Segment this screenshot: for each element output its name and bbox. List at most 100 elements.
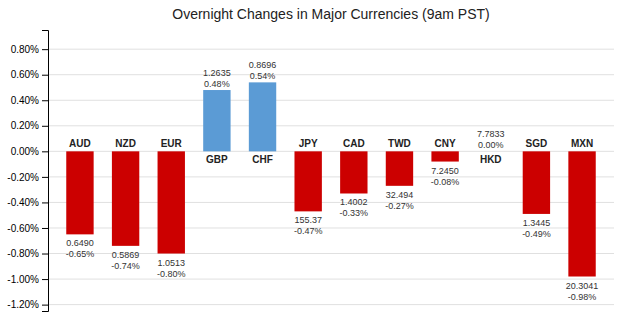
category-label: AUD (69, 138, 91, 149)
y-tick-mark (42, 254, 48, 255)
y-tick-label: -0.20% (7, 172, 39, 183)
bar (477, 151, 504, 152)
y-tick-mark (42, 151, 48, 152)
category-label: CHF (252, 154, 273, 165)
category-label: GBP (206, 154, 228, 165)
rate-label: 1.2635 (203, 68, 231, 78)
data-label: 20.3041-0.98% (566, 281, 599, 302)
grid (48, 49, 614, 304)
data-label: 0.5869-0.74% (111, 250, 140, 271)
y-tick-mark (42, 100, 48, 101)
bar (523, 151, 550, 214)
data-label: 7.2450-0.08% (431, 166, 460, 187)
plot: -1.20% -1.00% -0.80% -0.60% -0.40% -0.20% 0.00… (7, 31, 614, 312)
grid-line (48, 279, 614, 280)
value-label: 0.48% (204, 79, 230, 89)
value-label: -0.80% (157, 269, 186, 279)
rate-label: 20.3041 (566, 281, 599, 291)
y-tick: 0.00% (11, 146, 48, 157)
grid-line (48, 74, 614, 75)
y-tick-label: -0.60% (7, 223, 39, 234)
data-label: 1.3445-0.49% (522, 218, 551, 239)
rate-label: 1.3445 (523, 218, 551, 228)
page-body: {"chart_data": {"type": "bar", "title": … (0, 0, 624, 321)
data-label: 1.4002-0.33% (340, 197, 369, 218)
y-tick-mark (42, 228, 48, 229)
y-tick: -1.00% (7, 274, 48, 285)
category-label: EUR (161, 138, 183, 149)
bar (340, 151, 367, 193)
page: Chart html, body { margin: 0; padding: 0… (0, 0, 624, 321)
value-label: -0.27% (385, 201, 414, 211)
data-label: 0.86960.54% (249, 60, 277, 81)
title: Overnight Changes in Major Currencies (9… (172, 6, 489, 22)
grid-line (48, 49, 614, 50)
y-tick: -0.60% (7, 223, 48, 234)
y-tick: 0.60% (11, 69, 48, 80)
y-tick: -0.20% (7, 172, 48, 183)
y-tick-label: 0.80% (11, 44, 39, 55)
y-axis: -1.20% -1.00% -0.80% -0.60% -0.40% -0.20% 0.00… (7, 31, 48, 312)
data-labels: 0.6490-0.65% 0.5869-0.74% 1.0513-0.80% 1.26… (66, 60, 599, 301)
category-label: SGD (526, 138, 548, 149)
grid-line (48, 304, 614, 305)
value-label: -0.49% (522, 229, 551, 239)
y-tick: -0.80% (7, 248, 48, 259)
category-label: MXN (571, 138, 593, 149)
value-label: -0.65% (66, 249, 95, 259)
value-label: -0.33% (340, 208, 369, 218)
value-label: -0.47% (294, 226, 323, 236)
rate-label: 0.6490 (66, 238, 94, 248)
bar (112, 151, 139, 246)
rate-label: 32.494 (386, 190, 414, 200)
y-tick: -0.40% (7, 197, 48, 208)
y-tick: 0.40% (11, 95, 48, 106)
rate-label: 1.0513 (157, 258, 185, 268)
grid-line (48, 125, 614, 126)
value-label: 0.00% (478, 140, 504, 150)
rate-label: 0.8696 (249, 60, 277, 70)
rate-label: 7.7833 (477, 129, 505, 139)
y-axis-line (42, 31, 49, 312)
y-tick-label: -0.40% (7, 197, 39, 208)
category-label: NZD (115, 138, 136, 149)
y-tick-label: 0.20% (11, 120, 39, 131)
y-tick-label: 0.60% (11, 69, 39, 80)
bar (203, 90, 230, 151)
y-tick-label: -1.00% (7, 274, 39, 285)
value-label: -0.08% (431, 177, 460, 187)
y-tick-label: -0.80% (7, 248, 39, 259)
y-tick: 0.20% (11, 120, 48, 131)
category-label: JPY (299, 138, 318, 149)
rate-label: 1.4002 (340, 197, 368, 207)
value-label: -0.74% (111, 261, 140, 271)
y-tick-label: 0.40% (11, 95, 39, 106)
grid-line (48, 100, 614, 101)
bar (568, 151, 595, 276)
bar (431, 151, 458, 161)
bar (294, 151, 321, 211)
category-label: CAD (343, 138, 365, 149)
y-tick-mark (42, 279, 48, 280)
bar (249, 82, 276, 151)
data-label: 0.6490-0.65% (66, 238, 95, 259)
category-label: CNY (435, 138, 456, 149)
value-label: -0.98% (568, 292, 597, 302)
bar (386, 151, 413, 185)
y-tick-mark (42, 202, 48, 203)
y-tick-mark (42, 126, 48, 127)
y-tick-mark (42, 75, 48, 76)
y-tick-mark (42, 177, 48, 178)
rate-label: 7.2450 (431, 166, 459, 176)
y-tick: -1.20% (7, 299, 48, 310)
bar (158, 151, 185, 253)
category-label: TWD (388, 138, 411, 149)
rate-label: 155.37 (294, 215, 322, 225)
rate-label: 0.5869 (112, 250, 140, 260)
data-label: 32.494-0.27% (385, 190, 414, 211)
data-label: 7.78330.00% (477, 129, 505, 150)
data-label: 1.0513-0.80% (157, 258, 186, 279)
y-tick: 0.80% (11, 44, 48, 55)
value-label: 0.54% (250, 71, 276, 81)
y-tick-label: 0.00% (11, 146, 39, 157)
